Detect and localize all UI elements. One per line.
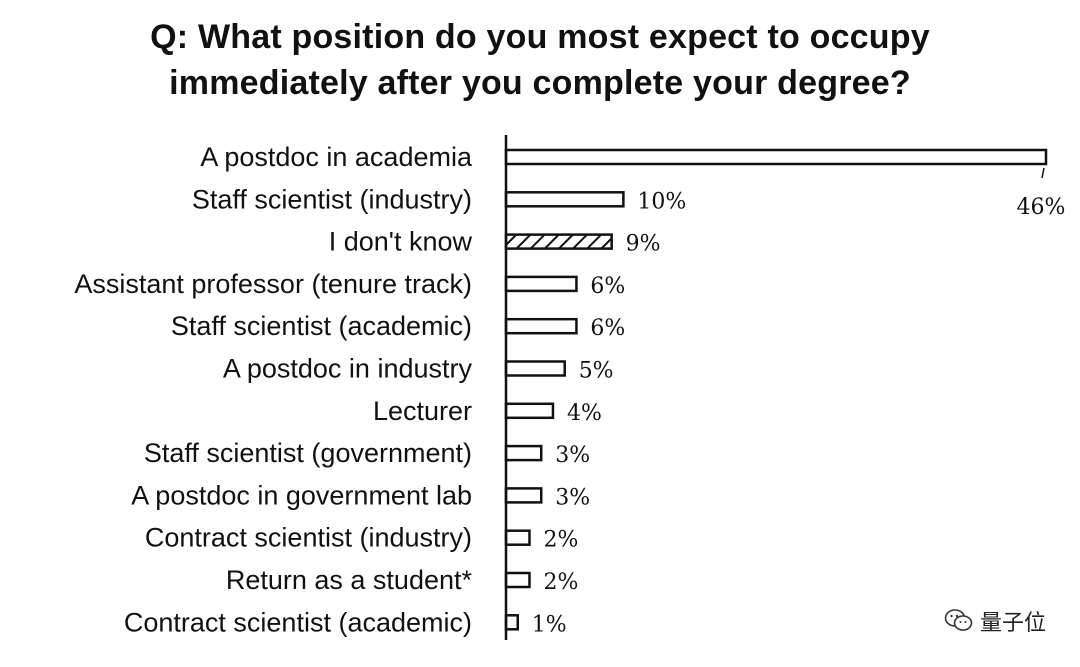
wechat-icon [944, 608, 974, 634]
category-label: Assistant professor (tenure track) [74, 269, 472, 299]
value-label: 2% [543, 528, 578, 553]
bar [504, 360, 566, 377]
value-label: 6% [590, 316, 625, 341]
bar [504, 402, 555, 420]
watermark-text: 量子位 [979, 611, 1046, 636]
value-label: 1% [532, 612, 567, 637]
category-label: Staff scientist (government) [144, 438, 472, 468]
bar [504, 487, 543, 504]
bar [504, 444, 543, 462]
category-label: Contract scientist (industry) [145, 523, 472, 553]
chart-title-line-1: Q: What position do you most expect to o… [150, 18, 930, 56]
value-label: 3% [555, 443, 590, 468]
bar [504, 614, 519, 631]
chart-title-line-2: immediately after you complete your degr… [169, 64, 911, 102]
value-label: 4% [567, 401, 602, 426]
category-label: Staff scientist (academic) [171, 311, 472, 341]
bar [504, 148, 1048, 166]
chart-title: Q: What position do you most expect to o… [0, 14, 1080, 106]
value-label: 3% [555, 485, 590, 510]
value-leader-line [1041, 167, 1045, 179]
category-label: A postdoc in government lab [131, 480, 472, 510]
category-label: Contract scientist (academic) [124, 607, 472, 637]
bar [504, 191, 625, 208]
value-label: 2% [543, 570, 578, 595]
category-label: A postdoc in academia [200, 142, 473, 172]
bar [504, 233, 613, 250]
category-label: Staff scientist (industry) [192, 184, 472, 214]
bar [504, 571, 531, 589]
category-label: Lecturer [373, 396, 472, 426]
category-label: Return as a student* [226, 565, 473, 595]
category-label: I don't know [329, 227, 473, 257]
value-label: 6% [590, 274, 625, 299]
bars-layer: A postdoc in academia 46% Staff scientist … [74, 142, 1065, 637]
bar [504, 529, 531, 546]
value-label: 46% [1017, 195, 1066, 220]
category-label: A postdoc in industry [223, 354, 473, 384]
watermark: 量子位 [944, 605, 1046, 637]
value-label: 5% [579, 359, 614, 384]
value-label: 9% [626, 232, 661, 257]
bar [504, 275, 578, 293]
value-label: 10% [637, 189, 686, 214]
bar [504, 317, 578, 335]
